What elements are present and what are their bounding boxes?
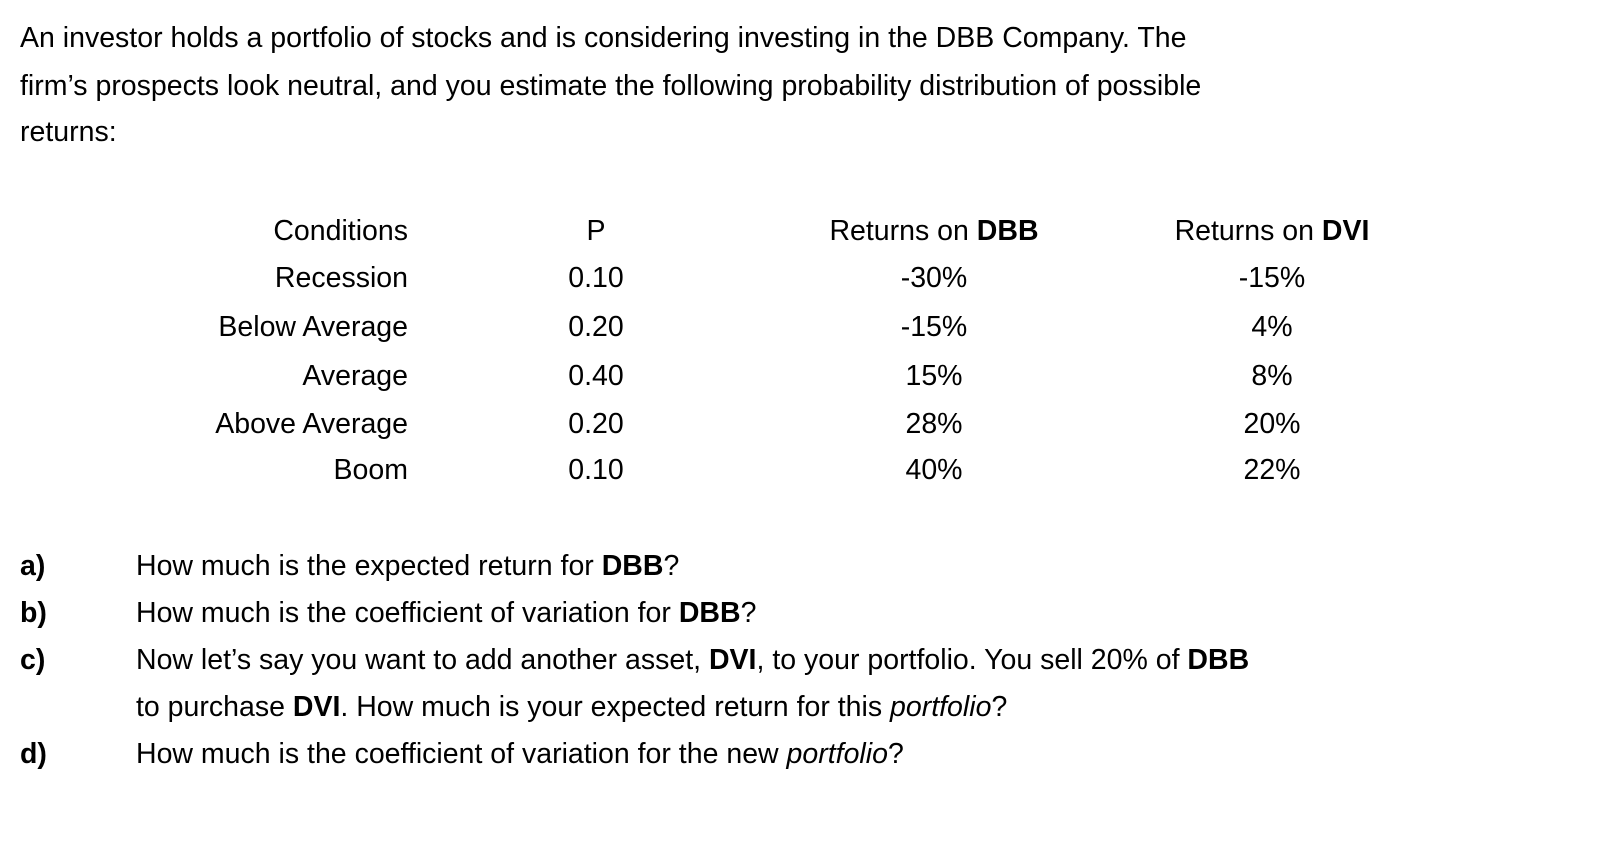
- text-segment: . How much is your expected return for t…: [340, 691, 891, 723]
- question-d-label: d): [20, 738, 47, 770]
- cell-condition: Recession: [274, 262, 408, 294]
- cell-p: 0.10: [568, 262, 624, 294]
- cell-dbb: 40%: [905, 454, 963, 486]
- header-dbb-ticker: DBB: [976, 215, 1039, 247]
- cell-dbb: -15%: [900, 311, 968, 343]
- cell-condition: Boom: [333, 454, 408, 486]
- cell-dvi: 8%: [1251, 360, 1293, 392]
- intro-line-3: returns:: [20, 116, 117, 148]
- portfolio-emphasis: portfolio: [786, 738, 888, 770]
- cell-dvi: 20%: [1243, 408, 1301, 440]
- cell-condition: Average: [302, 360, 408, 392]
- cell-dbb: 15%: [905, 360, 963, 392]
- text-segment: , to your portfolio. You sell 20% of: [756, 644, 1188, 676]
- text-segment: ?: [663, 550, 680, 582]
- header-dvi: Returns on DVI: [1122, 214, 1422, 248]
- ticker-dbb: DBB: [1187, 644, 1250, 676]
- ticker-dvi: DVI: [292, 691, 341, 723]
- portfolio-emphasis: portfolio: [890, 691, 992, 723]
- header-dbb-prefix: Returns on: [829, 215, 977, 247]
- text-segment: How much is the coefficient of variation…: [136, 597, 679, 629]
- question-c-text-line-1: Now let’s say you want to add another as…: [136, 643, 1249, 677]
- cell-p: 0.20: [568, 408, 624, 440]
- text-segment: to purchase: [136, 691, 293, 723]
- header-dbb: Returns on DBB: [784, 214, 1084, 248]
- intro-line-1: An investor holds a portfolio of stocks …: [20, 22, 1187, 54]
- ticker-dbb: DBB: [678, 597, 741, 629]
- header-conditions: Conditions: [273, 215, 408, 247]
- text-segment: Now let’s say you want to add another as…: [136, 644, 709, 676]
- text-segment: ?: [887, 738, 904, 770]
- question-a-label: a): [20, 550, 46, 582]
- cell-dvi: 4%: [1251, 311, 1293, 343]
- cell-dvi: 22%: [1243, 454, 1301, 486]
- cell-condition: Below Average: [218, 311, 408, 343]
- header-dvi-ticker: DVI: [1321, 215, 1370, 247]
- text-segment: How much is the coefficient of variation…: [136, 738, 787, 770]
- question-d-text: How much is the coefficient of variation…: [136, 737, 904, 771]
- cell-p: 0.40: [568, 360, 624, 392]
- cell-dvi: -15%: [1238, 262, 1306, 294]
- ticker-dvi: DVI: [708, 644, 757, 676]
- question-b-text: How much is the coefficient of variation…: [136, 596, 756, 630]
- header-p: P: [586, 215, 606, 247]
- intro-line-2: firm’s prospects look neutral, and you e…: [20, 70, 1202, 102]
- text-segment: How much is the expected return for: [136, 550, 602, 582]
- question-b-label: b): [20, 597, 47, 629]
- ticker-dbb: DBB: [601, 550, 664, 582]
- cell-p: 0.10: [568, 454, 624, 486]
- question-a-text: How much is the expected return for DBB?: [136, 549, 679, 583]
- cell-dbb: -30%: [900, 262, 968, 294]
- header-dvi-prefix: Returns on: [1174, 215, 1322, 247]
- question-c-label: c): [20, 644, 46, 676]
- text-segment: ?: [740, 597, 757, 629]
- cell-dbb: 28%: [905, 408, 963, 440]
- question-c-text-line-2: to purchase DVI. How much is your expect…: [136, 690, 1007, 724]
- cell-p: 0.20: [568, 311, 624, 343]
- cell-condition: Above Average: [215, 408, 408, 440]
- text-segment: ?: [991, 691, 1008, 723]
